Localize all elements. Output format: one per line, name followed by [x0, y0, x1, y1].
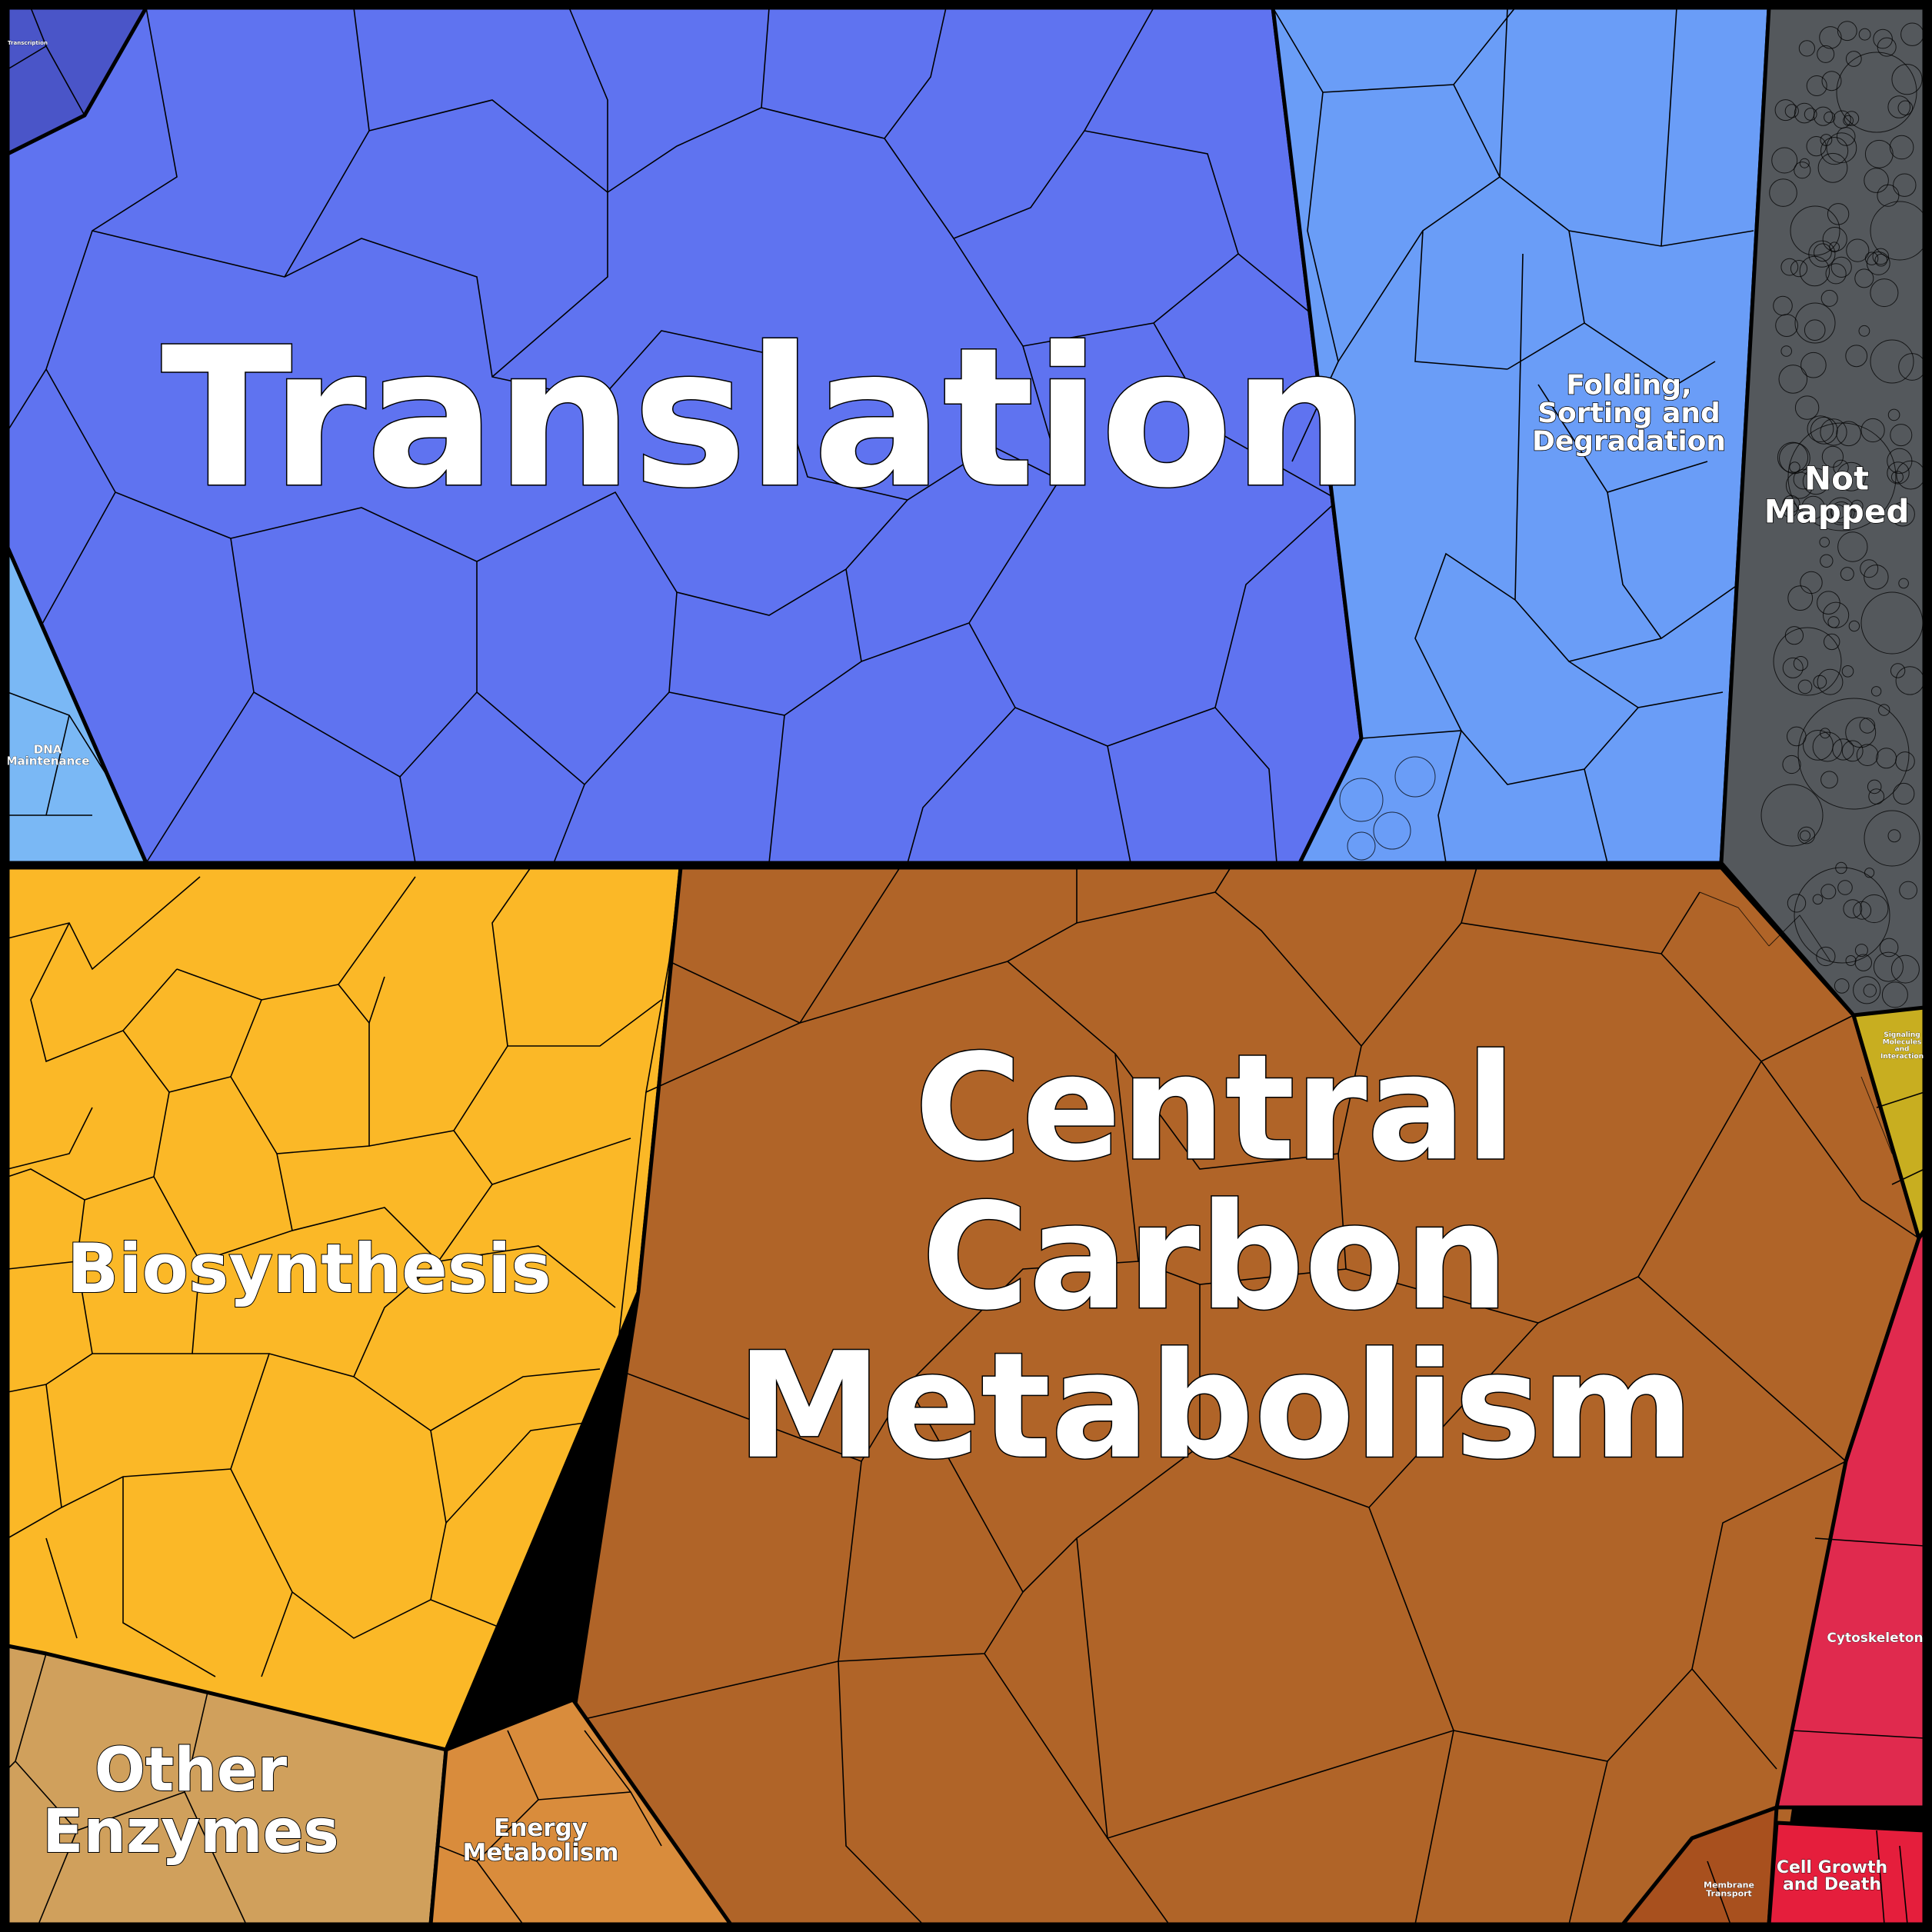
- region-cytoskeleton[interactable]: [1774, 1228, 1927, 1810]
- label-not-mapped: Not Mapped: [1764, 460, 1910, 531]
- region-not-mapped[interactable]: [1719, 5, 1930, 1018]
- label-translation: Translation: [161, 306, 1369, 530]
- label-other-enzymes: Other Enzymes: [42, 1736, 339, 1867]
- region-biosynthesis[interactable]: [5, 865, 683, 1752]
- label-line: Cytoskeleton: [1827, 1631, 1923, 1646]
- label-cell-growth: Cell Growth and Death: [1777, 1858, 1887, 1894]
- label-line: Energy: [494, 1814, 588, 1842]
- label-central-carbon: Central Carbon Metabolism: [737, 1023, 1694, 1491]
- label-line: Metabolism: [737, 1321, 1694, 1491]
- label-line: Other: [95, 1736, 288, 1805]
- label-line: Metabolism: [462, 1839, 618, 1867]
- label-line: Sorting and: [1537, 398, 1720, 429]
- label-folding: Folding, Sorting and Degradation: [1532, 369, 1726, 457]
- label-line: Interaction: [1880, 1053, 1924, 1061]
- label-biosynthesis: Biosynthesis: [67, 1229, 551, 1308]
- label-line: DNA: [34, 742, 62, 756]
- label-line: Enzymes: [42, 1797, 339, 1867]
- label-line: and Death: [1783, 1875, 1881, 1894]
- label-line: Maintenance: [6, 754, 90, 768]
- label-transcription: Transcription: [8, 40, 48, 46]
- label-line: Transcription: [8, 40, 48, 46]
- label-line: Not: [1804, 460, 1869, 498]
- label-cytoskeleton: Cytoskeleton: [1827, 1631, 1923, 1646]
- label-line: Signaling: [1884, 1031, 1920, 1039]
- label-line: Biosynthesis: [67, 1229, 551, 1308]
- label-line: Molecules: [1883, 1038, 1922, 1046]
- label-signaling: Signaling Molecules and Interaction: [1880, 1031, 1924, 1061]
- label-line: Central: [914, 1023, 1515, 1193]
- label-dna-maintenance: DNA Maintenance: [6, 742, 90, 768]
- region-central-carbon[interactable]: [571, 865, 1921, 1927]
- label-line: Transport: [1706, 1889, 1752, 1899]
- label-line: Mapped: [1764, 492, 1910, 530]
- label-membrane-transport: Membrane Transport: [1704, 1880, 1754, 1898]
- label-line: Folding,: [1566, 369, 1691, 401]
- label-line: Membrane: [1704, 1880, 1754, 1890]
- label-line: Cell Growth: [1777, 1858, 1887, 1877]
- label-line: and: [1895, 1046, 1910, 1054]
- label-line: Carbon: [921, 1172, 1508, 1342]
- label-energy-metabolism: Energy Metabolism: [462, 1814, 618, 1867]
- label-line: Translation: [161, 306, 1369, 530]
- label-line: Degradation: [1532, 426, 1726, 458]
